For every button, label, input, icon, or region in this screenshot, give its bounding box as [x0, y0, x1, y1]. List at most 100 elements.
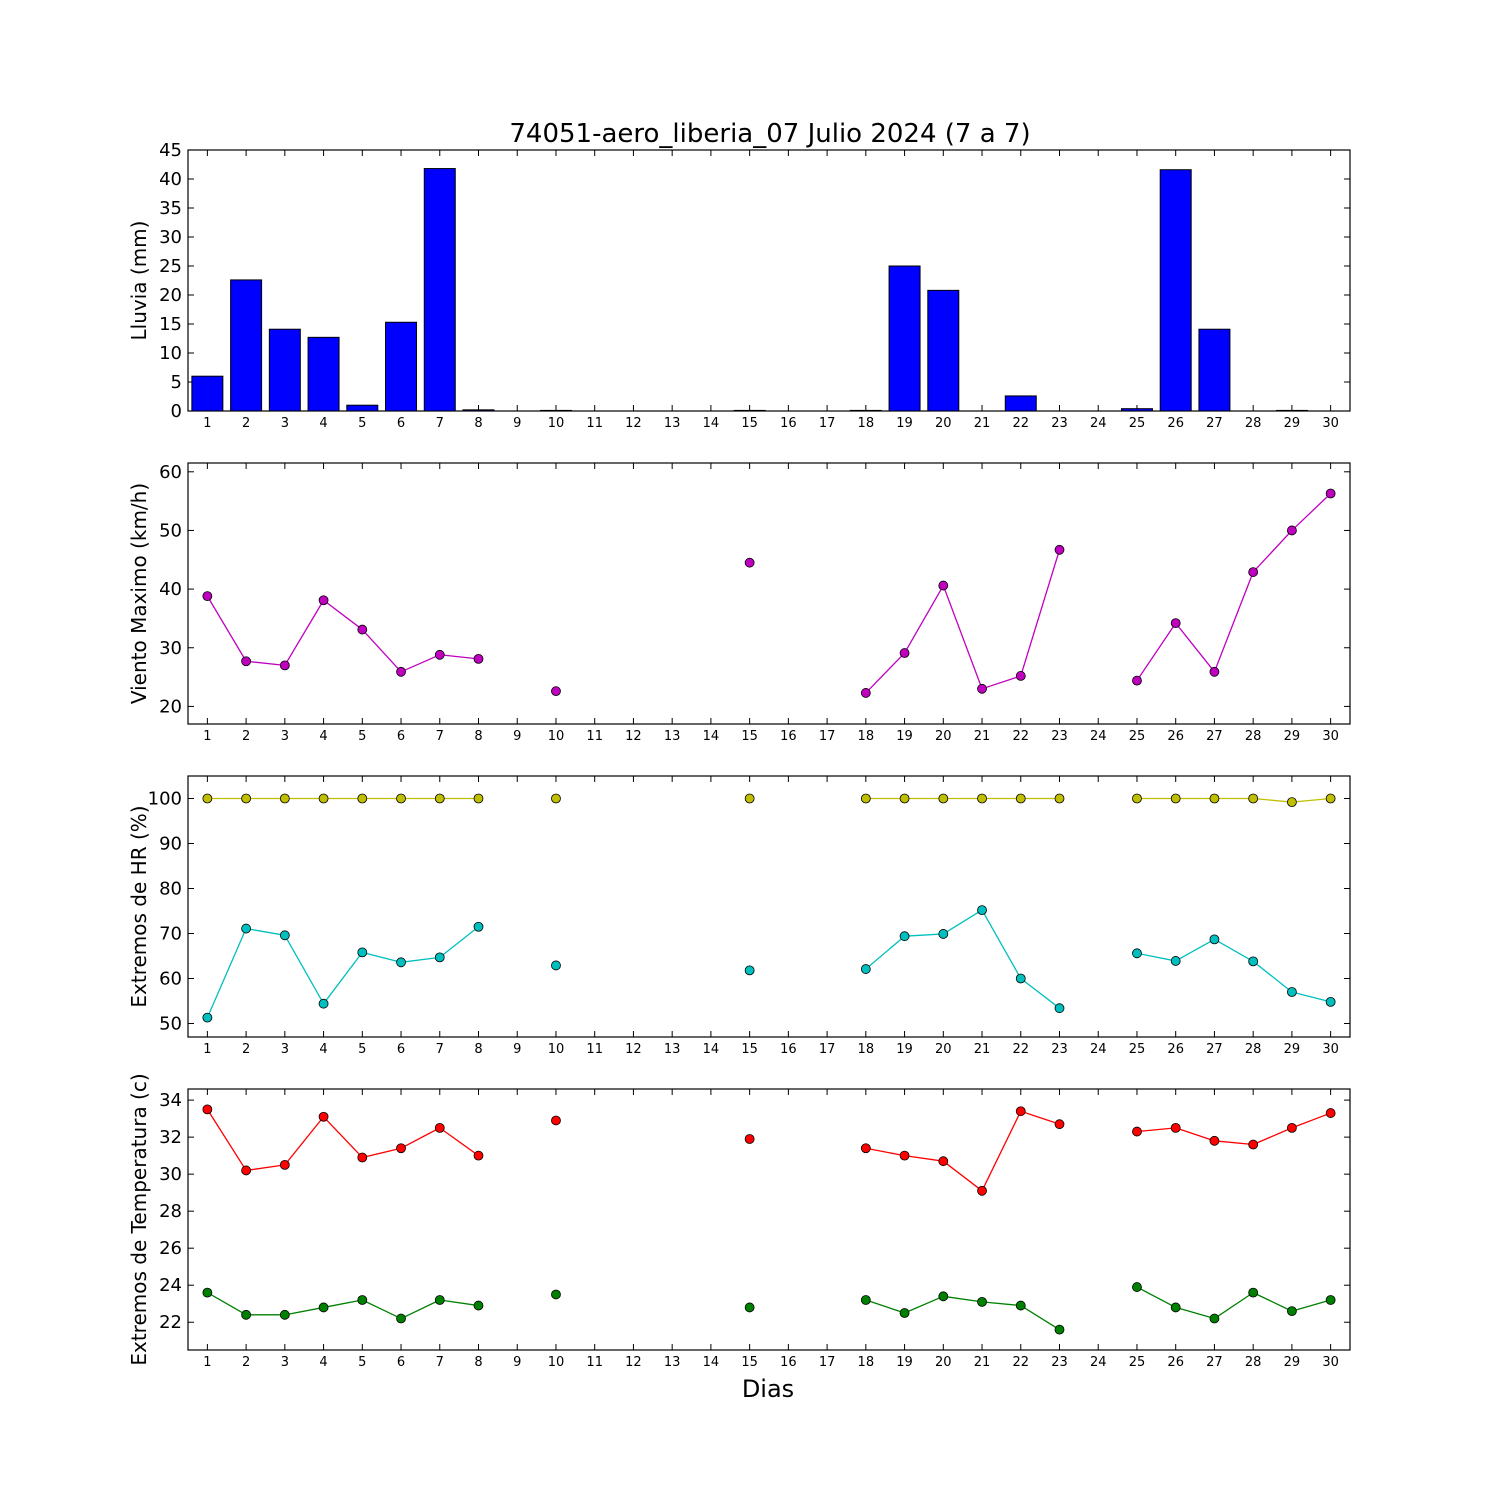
bar	[230, 279, 263, 412]
data-point	[1287, 525, 1297, 536]
data-point	[434, 1122, 445, 1133]
data-point	[977, 683, 987, 694]
x-tick-label: 11	[586, 416, 603, 431]
data-point	[744, 793, 755, 804]
x-tick-label: 28	[1245, 416, 1262, 431]
series-line-segment	[400, 1299, 441, 1320]
x-tick-label: 13	[664, 1355, 681, 1370]
x-tick-label: 18	[858, 1042, 875, 1057]
x-tick-label: 11	[586, 729, 603, 744]
data-point	[202, 1287, 213, 1298]
x-tick-label: 11	[586, 1355, 603, 1370]
data-point	[473, 793, 484, 804]
series-line-segment	[1214, 1140, 1254, 1146]
series-line-segment	[1175, 1306, 1215, 1320]
y-tick-label: 80	[159, 879, 182, 900]
x-tick-label: 9	[513, 1042, 521, 1057]
series-line-segment	[323, 599, 363, 631]
x-tick-label: 12	[625, 729, 642, 744]
series-line-segment	[323, 1299, 363, 1309]
x-tick-label: 25	[1129, 1042, 1146, 1057]
data-point	[1325, 1108, 1336, 1118]
series-line-segment	[1291, 797, 1331, 803]
x-tick-label: 22	[1012, 1355, 1029, 1370]
data-point	[744, 965, 755, 976]
x-tick-label: 24	[1090, 1355, 1107, 1370]
y-tick-label: 90	[159, 834, 182, 855]
x-tick-label: 25	[1129, 1355, 1146, 1370]
x-tick-label: 3	[281, 1042, 289, 1057]
x-tick-label: 15	[741, 729, 758, 744]
data-point	[977, 905, 987, 915]
x-tick-label: 6	[397, 1042, 405, 1057]
data-point	[551, 793, 561, 804]
x-tick-label: 30	[1322, 729, 1339, 744]
data-point	[1054, 544, 1065, 555]
plot-frame	[187, 149, 1351, 412]
series-line-segment	[865, 1147, 905, 1157]
data-point	[938, 929, 949, 939]
x-tick-label: 10	[548, 729, 565, 744]
series-line-segment	[1291, 1299, 1331, 1312]
x-tick-label: 26	[1167, 729, 1184, 744]
series-line-segment	[439, 1299, 479, 1307]
data-point	[1132, 948, 1142, 959]
x-tick-label: 19	[896, 416, 913, 431]
data-point	[473, 1300, 484, 1311]
y-axis-label: Extremos de Temperatura (c)	[127, 1073, 151, 1365]
x-tick-label: 13	[664, 1042, 681, 1057]
x-tick-label: 30	[1322, 416, 1339, 431]
data-point	[1015, 973, 1026, 984]
x-tick-label: 9	[513, 729, 521, 744]
y-tick-label: 25	[159, 256, 182, 277]
data-point	[899, 648, 910, 658]
series-line-segment	[1020, 1110, 1060, 1125]
data-point	[860, 1143, 871, 1154]
x-tick-label: 27	[1206, 416, 1223, 431]
x-tick-label: 20	[935, 729, 952, 744]
x-tick-label: 4	[319, 1042, 327, 1057]
data-point	[241, 656, 252, 667]
data-point	[396, 957, 406, 968]
series-line-segment	[1253, 797, 1292, 803]
x-tick-label: 21	[974, 1042, 991, 1057]
x-tick-label: 20	[935, 416, 952, 431]
data-point	[279, 1309, 290, 1320]
bar	[539, 409, 572, 412]
data-point	[551, 1289, 561, 1300]
series-line-segment	[400, 654, 441, 673]
series-line-segment	[1136, 622, 1177, 681]
x-tick-label: 14	[703, 729, 720, 744]
y-tick-label: 45	[159, 140, 182, 161]
x-tick-label: 6	[397, 729, 405, 744]
data-point	[318, 595, 329, 606]
y-tick-label: 5	[171, 372, 182, 393]
y-tick-label: 24	[159, 1275, 182, 1296]
x-tick-label: 11	[586, 1042, 603, 1057]
bar	[268, 328, 301, 412]
x-tick-label: 16	[780, 1042, 797, 1057]
data-point	[977, 1185, 987, 1196]
data-point	[1248, 567, 1259, 577]
data-point	[202, 793, 213, 804]
x-tick-label: 3	[281, 729, 289, 744]
x-tick-label: 19	[896, 729, 913, 744]
y-tick-label: 32	[159, 1127, 182, 1148]
series-line-segment	[206, 1109, 247, 1171]
data-point	[860, 1295, 871, 1305]
data-point	[1287, 987, 1297, 997]
y-tick-label: 20	[159, 696, 182, 717]
data-point	[357, 1152, 368, 1163]
x-tick-label: 23	[1051, 1042, 1068, 1057]
x-tick-label: 17	[819, 1042, 836, 1057]
data-point	[1170, 1122, 1181, 1133]
x-tick-label: 16	[780, 1355, 797, 1370]
x-tick-label: 21	[974, 729, 991, 744]
data-point	[1132, 675, 1142, 686]
series-line-segment	[439, 654, 479, 660]
x-tick-label: 26	[1167, 1042, 1184, 1057]
x-tick-label: 3	[281, 1355, 289, 1370]
x-tick-label: 29	[1284, 416, 1301, 431]
data-point	[860, 793, 871, 804]
